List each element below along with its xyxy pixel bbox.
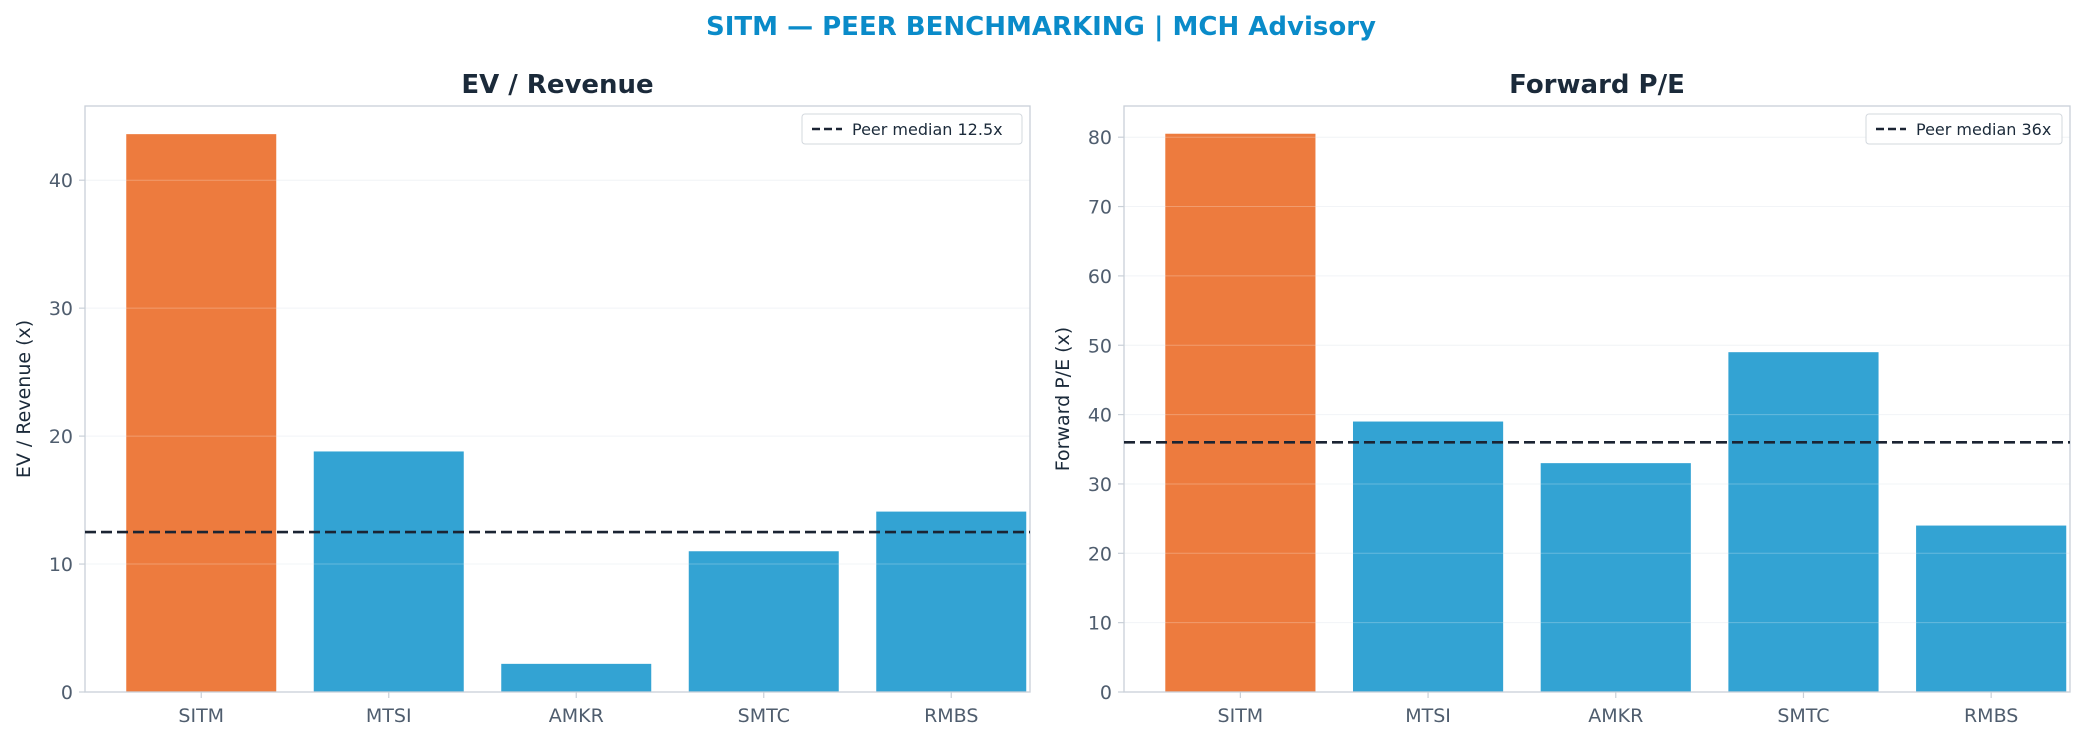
plot-frame [84,105,1031,693]
bar-mtsi [1352,421,1504,692]
bar-rmbs [876,511,1027,692]
y-tick-label: 0 [1100,682,1112,704]
bar-smtc [688,551,839,692]
legend-box [801,113,1023,145]
bar-sitm [126,134,277,693]
legend-label: Peer median 12.5x [852,120,1003,139]
ev-revenue-chart: SITM MTSI AMKR SMTC RMBS 0 10 20 30 40 EV / Revenu… [13,70,1031,727]
y-tick-label: 60 [1088,266,1112,288]
bar-smtc [1728,352,1879,692]
y-tick-label: 0 [61,682,73,704]
y-tick-label: 10 [1088,613,1112,635]
y-tick-label: 50 [1088,335,1112,357]
y-tick-label: 20 [1088,543,1112,565]
chart-title: Forward P/E [1509,70,1685,100]
bar-mtsi [313,451,464,692]
x-tick-label: SITM [1218,705,1264,727]
x-tick-label: SMTC [738,705,790,727]
y-axis-label: EV / Revenue (x) [13,320,35,478]
forward-pe-chart: SITM MTSI AMKR SMTC RMBS 0 10 20 30 40 50 60 70 80 For… [1052,70,2071,727]
x-tick-label: RMBS [924,705,978,727]
legend: Peer median 36x [1865,113,2063,145]
y-tick-label: 40 [49,170,73,192]
bar-amkr [1540,463,1691,692]
x-tick-label: SITM [178,705,224,727]
y-tick-label: 20 [49,426,73,448]
bar-rmbs [1916,525,2067,692]
bar-sitm [1165,133,1316,693]
legend-label: Peer median 36x [1916,120,2051,139]
legend: Peer median 12.5x [801,113,1023,145]
y-tick-label: 30 [49,298,73,320]
bar-amkr [501,663,652,692]
x-tick-label: RMBS [1964,705,2018,727]
y-tick-label: 80 [1088,127,1112,149]
y-tick-label: 70 [1088,197,1112,219]
y-tick-label: 10 [49,554,73,576]
x-tick-label: AMKR [1588,705,1643,727]
x-tick-label: MTSI [366,705,412,727]
figure-title: SITM — PEER BENCHMARKING | MCH Advisory [706,12,1376,42]
y-axis-label: Forward P/E (x) [1052,327,1074,471]
y-tick-label: 40 [1088,405,1112,427]
x-tick-label: SMTC [1777,705,1829,727]
x-tick-label: AMKR [549,705,604,727]
plot-frame [1123,105,2071,693]
y-tick-label: 30 [1088,474,1112,496]
chart-title: EV / Revenue [461,70,653,100]
legend-box [1865,113,2063,145]
x-tick-label: MTSI [1405,705,1451,727]
